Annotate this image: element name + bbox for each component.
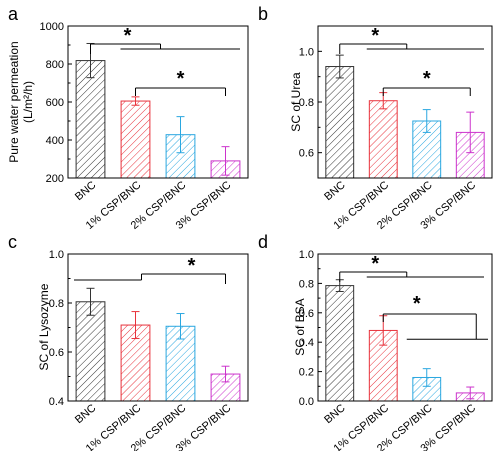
significance-star: *	[423, 68, 431, 90]
y-tick-label: 0.4	[299, 337, 314, 349]
significance-star: *	[188, 255, 196, 277]
bar	[368, 100, 398, 179]
y-tick-label: 0.6	[299, 148, 314, 160]
bar	[325, 285, 355, 402]
significance-annotation: *	[382, 293, 488, 340]
panel-label: b	[258, 4, 268, 24]
y-tick-label: 1.0	[299, 249, 314, 261]
x-tick-label: BNC	[73, 402, 99, 426]
panel-label: d	[258, 232, 268, 252]
y-tick-label: 0.6	[299, 308, 314, 320]
significance-star: *	[413, 293, 421, 315]
bar	[75, 301, 106, 402]
x-tick-label: BNC	[322, 402, 348, 426]
significance-star: *	[371, 253, 379, 275]
x-tick-label: BNC	[73, 179, 99, 203]
y-tick-label: 1.0	[299, 46, 314, 58]
y-tick-label: 200	[46, 173, 64, 185]
y-tick-label: 600	[46, 97, 64, 109]
significance-annotation: *	[74, 255, 226, 284]
bar	[120, 100, 151, 179]
significance-annotation: *	[135, 68, 226, 96]
y-tick-label: 0.2	[299, 367, 314, 379]
significance-annotation: *	[382, 68, 471, 96]
y-tick-label: 400	[46, 135, 64, 147]
y-tick-label: 0.4	[49, 396, 64, 408]
significance-star: *	[124, 25, 132, 47]
panel-label: a	[8, 4, 19, 24]
significance-annotation: *	[339, 253, 484, 282]
y-tick-label: 800	[46, 59, 64, 71]
y-tick-label: 0.0	[299, 396, 314, 408]
y-tick-label: 0.6	[49, 347, 64, 359]
bar	[75, 60, 106, 179]
bar	[325, 66, 355, 179]
y-axis-label: SC of Lysozyme	[37, 283, 51, 370]
panel-label: c	[8, 232, 17, 252]
significance-annotation: *	[90, 25, 240, 54]
significance-annotation: *	[339, 25, 484, 54]
significance-star: *	[371, 25, 379, 47]
y-axis-label: (L/m²/h)	[21, 81, 35, 123]
x-tick-label: BNC	[322, 179, 348, 203]
significance-star: *	[177, 68, 185, 90]
y-tick-label: 1000	[40, 21, 64, 33]
y-axis-label: SC of BSA	[293, 298, 307, 355]
y-axis-label: Pure water permeation	[7, 41, 21, 162]
y-tick-label: 0.8	[299, 278, 314, 290]
y-tick-label: 1.0	[49, 249, 64, 261]
y-axis-label: SC of Urea	[289, 72, 303, 132]
y-tick-label: 0.8	[49, 298, 64, 310]
y-tick-label: 0.8	[299, 97, 314, 109]
